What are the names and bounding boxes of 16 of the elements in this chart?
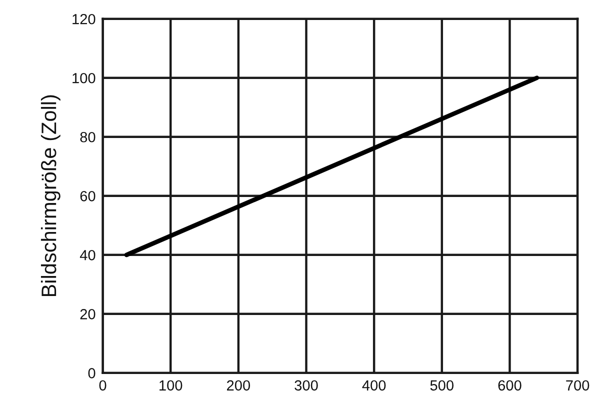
x-tick-label: 300 <box>294 380 318 391</box>
x-tick-label: 700 <box>566 380 590 391</box>
y-tick-label: 60 <box>80 190 96 202</box>
x-tick-label: 200 <box>226 380 250 391</box>
x-tick-label: 0 <box>99 380 106 391</box>
x-tick-label: 500 <box>430 380 454 391</box>
y-tick-label: 20 <box>80 309 96 320</box>
y-tick-label: 100 <box>72 72 96 84</box>
x-tick-label: 600 <box>498 380 522 391</box>
y-tick-label: 40 <box>80 250 96 260</box>
x-tick-label: 400 <box>362 380 386 391</box>
x-tick-label: 100 <box>160 380 182 391</box>
y-axis-title: Bildschirmgröße (Zoll) <box>40 95 60 296</box>
y-tick-label: 120 <box>72 14 96 24</box>
y-tick-label: 0 <box>88 368 96 378</box>
y-tick-label: 80 <box>80 132 96 142</box>
